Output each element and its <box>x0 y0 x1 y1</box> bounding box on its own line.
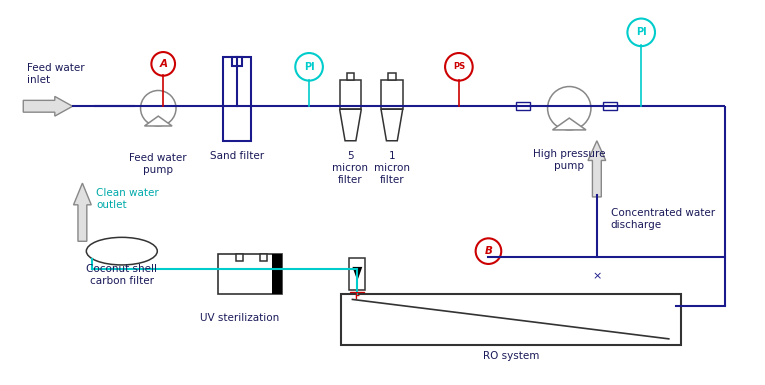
Bar <box>603 102 617 110</box>
Text: 1
micron
filter: 1 micron filter <box>374 151 410 186</box>
Text: UV sterilization: UV sterilization <box>200 313 280 323</box>
Bar <box>350 291 364 301</box>
Polygon shape <box>552 118 586 130</box>
Text: Feed water
pump: Feed water pump <box>129 152 187 175</box>
Circle shape <box>151 52 175 76</box>
Polygon shape <box>381 109 402 141</box>
Bar <box>233 57 242 66</box>
Bar <box>350 258 365 290</box>
Circle shape <box>295 53 323 80</box>
Circle shape <box>627 18 655 46</box>
Bar <box>223 57 251 141</box>
Polygon shape <box>145 116 172 126</box>
Text: ×: × <box>592 272 601 282</box>
Ellipse shape <box>86 237 158 265</box>
Bar <box>516 102 530 110</box>
Text: RO system: RO system <box>483 351 539 361</box>
Bar <box>236 254 243 261</box>
Polygon shape <box>353 267 363 281</box>
Polygon shape <box>23 96 73 116</box>
Circle shape <box>445 53 473 80</box>
Circle shape <box>141 90 176 126</box>
Text: PS: PS <box>453 62 465 71</box>
Text: 5
micron
filter: 5 micron filter <box>333 151 369 186</box>
Text: Sand filter: Sand filter <box>210 151 264 161</box>
Text: PI: PI <box>304 62 314 72</box>
Bar <box>381 80 402 109</box>
Polygon shape <box>340 109 361 141</box>
Text: PI: PI <box>636 27 646 37</box>
Polygon shape <box>588 141 606 197</box>
Bar <box>218 254 282 293</box>
Text: Clean water
outlet: Clean water outlet <box>96 188 159 211</box>
Text: B: B <box>484 246 493 256</box>
Bar <box>340 293 681 345</box>
Text: Coconut shell
carbon filter: Coconut shell carbon filter <box>86 264 158 286</box>
Bar <box>260 254 267 261</box>
Polygon shape <box>73 183 91 241</box>
Bar <box>347 73 354 80</box>
Bar <box>388 73 396 80</box>
Text: Feed water
inlet: Feed water inlet <box>28 62 85 85</box>
Bar <box>272 254 282 293</box>
Text: A: A <box>159 59 168 69</box>
Text: Concentrated water
discharge: Concentrated water discharge <box>610 208 715 230</box>
Circle shape <box>548 87 591 130</box>
Text: High pressure
pump: High pressure pump <box>533 149 606 171</box>
Bar <box>340 80 361 109</box>
Circle shape <box>476 238 501 264</box>
Text: F: F <box>355 292 360 301</box>
